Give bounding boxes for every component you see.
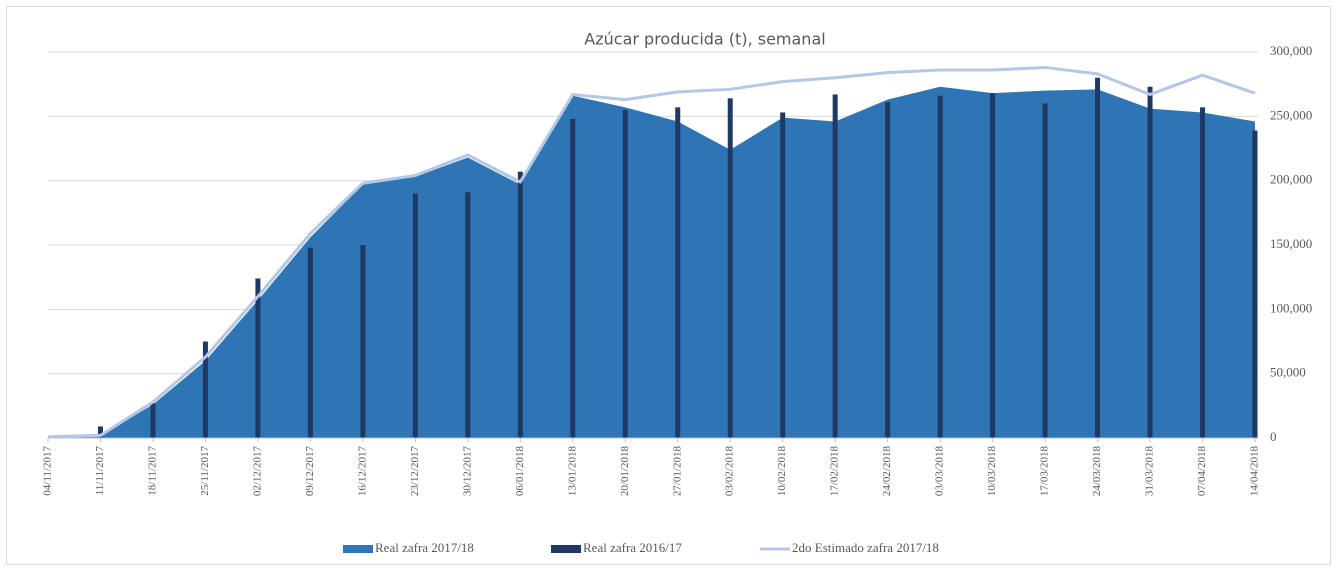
bar	[675, 107, 681, 439]
x-tick-label: 24/03/2018	[1091, 446, 1103, 497]
legend-label: Real zafra 2017/18	[375, 540, 474, 555]
bar	[727, 98, 733, 438]
bar	[885, 102, 891, 439]
y-tick-label: 250,000	[1270, 107, 1312, 122]
bar	[832, 94, 838, 439]
x-tick-label: 25/11/2017	[199, 446, 211, 496]
x-tick-label: 27/01/2018	[671, 446, 683, 497]
bar	[360, 245, 366, 438]
y-tick-label: 0	[1270, 429, 1277, 444]
bar	[150, 403, 156, 438]
bar	[570, 118, 576, 438]
x-tick-label: 31/03/2018	[1144, 446, 1156, 497]
x-tick-label: 02/12/2017	[251, 446, 263, 497]
legend-swatch	[551, 545, 581, 553]
x-tick-label: 20/01/2018	[619, 446, 631, 497]
bar	[465, 192, 471, 438]
x-tick-label: 24/02/2018	[881, 446, 893, 497]
bar	[412, 193, 418, 438]
x-tick-label: 06/01/2018	[514, 446, 526, 497]
x-tick-label: 10/02/2018	[776, 446, 788, 497]
x-tick-label: 11/11/2017	[94, 446, 106, 496]
chart-title: Azúcar producida (t), semanal	[584, 30, 825, 49]
legend-swatch	[343, 545, 373, 553]
x-tick-label: 17/03/2018	[1039, 446, 1051, 497]
y-tick-label: 100,000	[1270, 300, 1312, 315]
x-tick-label: 09/12/2017	[304, 446, 316, 497]
bar	[937, 95, 943, 438]
legend-label: Real zafra 2016/17	[583, 540, 682, 555]
x-tick-label: 14/04/2018	[1249, 446, 1261, 497]
y-tick-label: 50,000	[1270, 365, 1306, 380]
bar	[97, 426, 103, 438]
bar	[990, 93, 996, 438]
x-tick-label: 16/12/2017	[356, 446, 368, 497]
x-tick-label: 07/04/2018	[1196, 446, 1208, 497]
bar	[1200, 107, 1206, 439]
x-tick-label: 03/03/2018	[934, 446, 946, 497]
bar	[780, 112, 786, 439]
y-tick-label: 200,000	[1270, 172, 1312, 187]
bar	[202, 341, 208, 438]
y-tick-label: 150,000	[1270, 236, 1312, 251]
line	[47, 65, 1256, 439]
bar	[1147, 86, 1153, 439]
legend-label: 2do Estimado zafra 2017/18	[792, 540, 939, 555]
bar	[622, 109, 628, 439]
x-tick-label: 10/03/2018	[986, 446, 998, 497]
bar	[255, 278, 261, 438]
x-tick-label: 13/01/2018	[566, 446, 578, 497]
bar	[1042, 103, 1048, 438]
x-tick-label: 04/11/2017	[42, 446, 54, 496]
x-tick-label: 17/02/2018	[829, 446, 841, 497]
x-tick-label: 23/12/2017	[409, 446, 421, 497]
bar	[307, 247, 313, 438]
area	[48, 86, 1255, 439]
x-tick-label: 30/12/2017	[461, 446, 473, 497]
bar	[1095, 77, 1101, 438]
x-tick-label: 18/11/2017	[146, 446, 158, 496]
x-tick-label: 03/02/2018	[724, 446, 736, 497]
y-tick-label: 300,000	[1270, 43, 1312, 58]
bar	[1252, 130, 1258, 438]
bar	[517, 171, 523, 438]
